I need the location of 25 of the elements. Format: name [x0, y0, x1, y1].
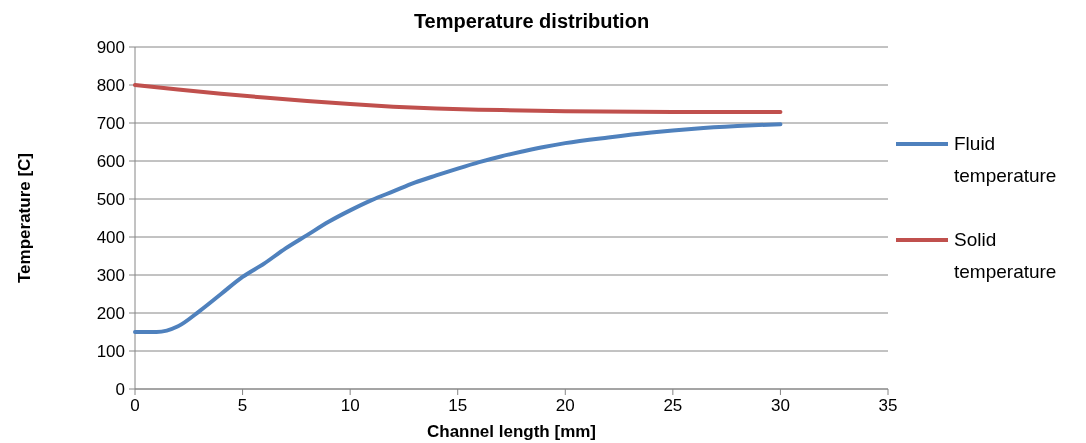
- line-series: [133, 83, 783, 114]
- x-tick-label: 15: [448, 396, 468, 415]
- y-tick-label: 300: [96, 265, 125, 285]
- chart-title: Temperature distribution: [413, 10, 650, 32]
- legend-label: Fluid temperature: [954, 133, 1057, 186]
- y-tick-label: 0: [115, 379, 125, 399]
- y-tick-label: 400: [96, 227, 125, 247]
- y-tick-label: 600: [96, 151, 125, 171]
- line-series: [133, 122, 783, 334]
- y-tick-label: 200: [96, 303, 125, 323]
- x-tick-label: 30: [770, 396, 790, 415]
- y-tick-label: 800: [96, 75, 125, 95]
- x-axis-title: Channel length [mm]: [426, 422, 597, 441]
- y-tick-label: 900: [96, 37, 125, 57]
- x-tick-label: 25: [663, 396, 683, 415]
- y-tick-label: 700: [96, 113, 125, 133]
- legend-label: Solid temperature: [954, 229, 1057, 282]
- x-tick-label: 35: [878, 396, 898, 415]
- y-tick-label: 100: [96, 341, 125, 361]
- y-axis-title: Temperature [C]: [15, 152, 34, 284]
- x-tick-label: 10: [340, 396, 360, 415]
- y-tick-label: 500: [96, 189, 125, 209]
- x-tick-label: 0: [130, 396, 140, 415]
- x-tick-label: 20: [555, 396, 575, 415]
- x-tick-label: 5: [237, 396, 248, 415]
